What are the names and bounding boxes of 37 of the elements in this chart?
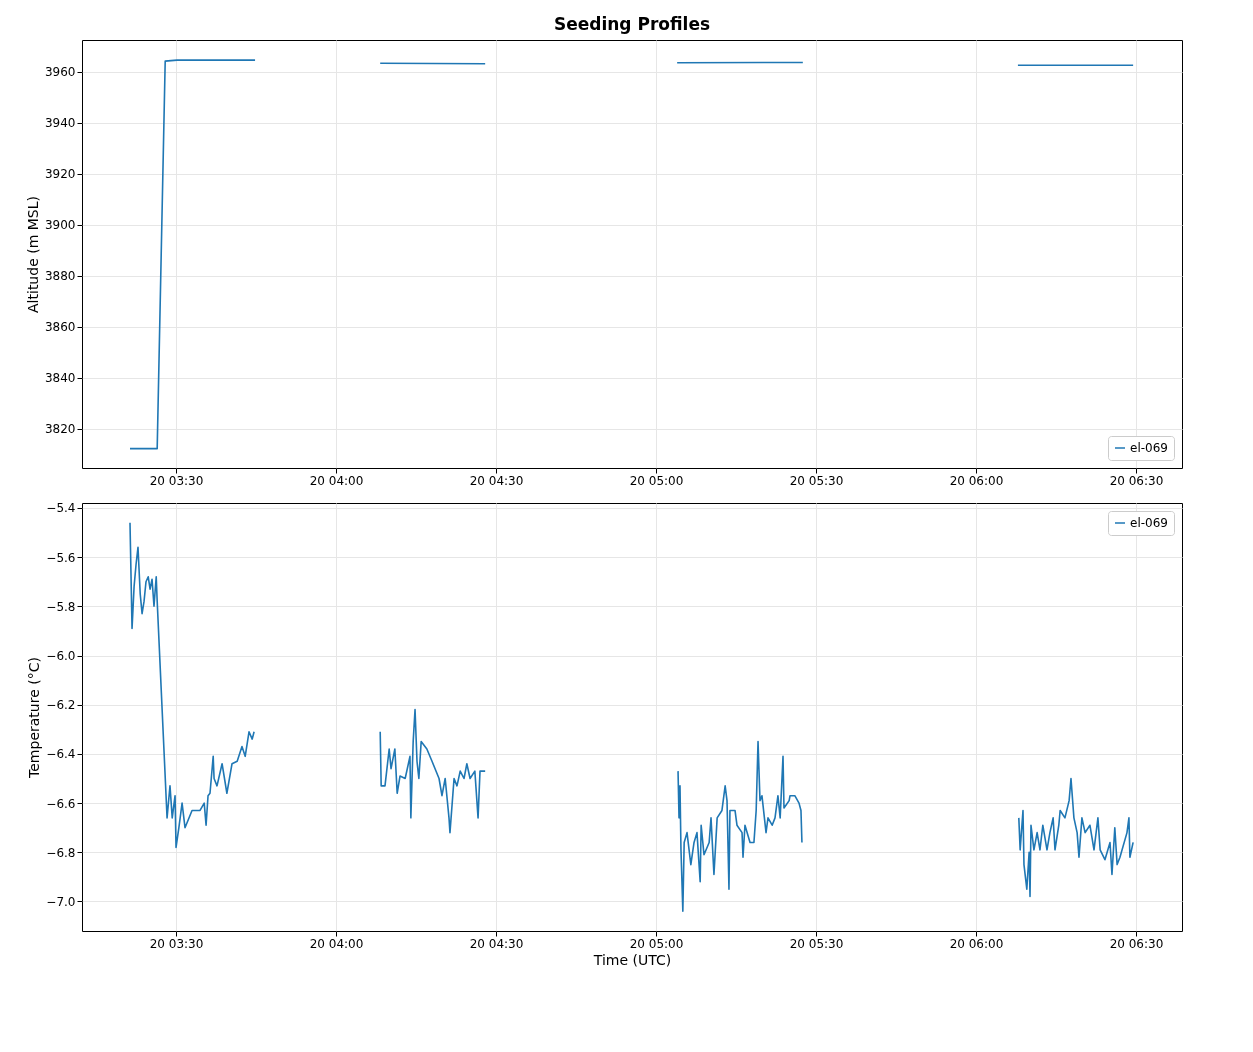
y-tick-label: −5.6 xyxy=(46,550,76,565)
x-tick-label: 20 06:30 xyxy=(1109,473,1164,488)
x-tick-label: 20 05:30 xyxy=(789,936,844,951)
x-tick-label: 20 03:30 xyxy=(149,936,204,951)
x-tick-label: 20 06:00 xyxy=(949,936,1004,951)
chart-title: Seeding Profiles xyxy=(553,14,711,34)
x-axis-title: Time (UTC) xyxy=(592,951,672,968)
y-tick-label: 3840 xyxy=(44,371,76,386)
x-tick-label: 20 04:00 xyxy=(309,473,364,488)
x-tick-label: 20 04:30 xyxy=(469,473,524,488)
y-tick-label: −5.8 xyxy=(46,599,76,614)
y-tick-label: −6.0 xyxy=(46,649,76,664)
y-axis-title: Altitude (m MSL) xyxy=(24,196,41,313)
y-tick-label: −5.4 xyxy=(46,501,76,516)
legend-label: el-069 xyxy=(1130,441,1168,455)
y-tick-label: 3900 xyxy=(44,218,76,233)
x-tick-label: 20 05:00 xyxy=(629,936,684,951)
y-tick-label: 3920 xyxy=(44,167,76,182)
x-tick-label: 20 04:00 xyxy=(309,936,364,951)
text: el-069 xyxy=(1130,516,1168,530)
x-tick-label: 20 06:00 xyxy=(949,473,1004,488)
y-tick-label: 3960 xyxy=(44,65,76,80)
x-tick-label: 20 04:30 xyxy=(469,936,524,951)
x-tick-label: 20 03:30 xyxy=(149,473,204,488)
y-tick-label: 3880 xyxy=(44,269,76,284)
y-tick-label: −6.2 xyxy=(46,698,76,713)
y-tick-label: 3940 xyxy=(44,116,76,131)
y-tick-label: −6.6 xyxy=(46,796,76,811)
y-tick-label: −6.8 xyxy=(46,845,76,860)
y-tick-label: −6.4 xyxy=(46,747,76,762)
x-tick-label: 20 05:00 xyxy=(629,473,684,488)
y-tick-label: 3820 xyxy=(44,422,76,437)
x-tick-label: 20 05:30 xyxy=(789,473,844,488)
y-axis-title: Temperature (°C) xyxy=(26,657,43,779)
y-tick-label: 3860 xyxy=(44,320,76,335)
x-tick-label: 20 06:30 xyxy=(1109,936,1164,951)
y-tick-label: −7.0 xyxy=(46,894,76,909)
